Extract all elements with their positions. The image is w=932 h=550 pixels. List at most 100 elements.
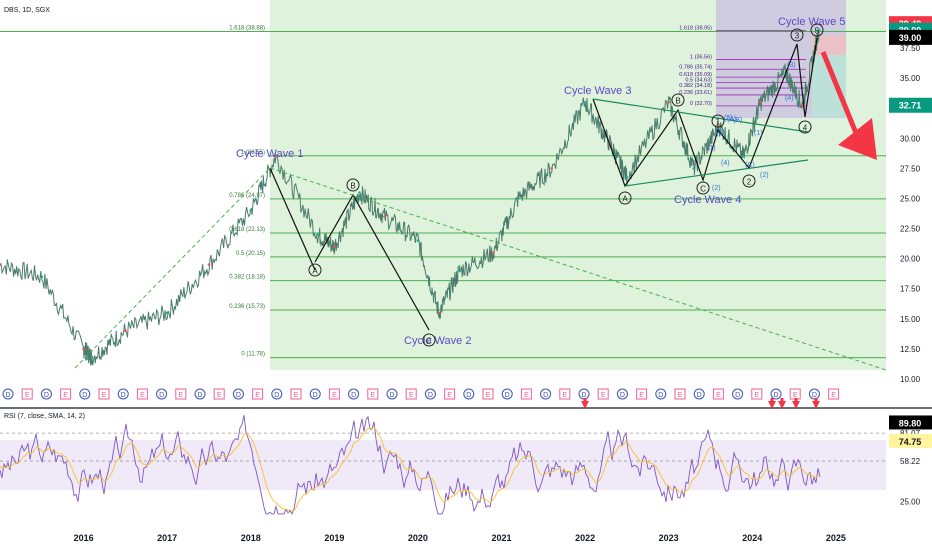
rsi-tick: 25.00: [900, 498, 921, 507]
event-marker[interactable]: E: [597, 388, 609, 400]
event-marker[interactable]: D: [79, 388, 91, 400]
event-marker-text: D: [773, 392, 778, 399]
event-marker-shape: [60, 388, 72, 400]
event-marker[interactable]: E: [520, 388, 532, 400]
event-marker-text: E: [217, 392, 222, 399]
event-marker-shape: [482, 388, 494, 400]
minor-wave-label: (C): [745, 162, 755, 169]
rsi-signal-arrow-stem: [814, 398, 818, 402]
event-marker-text: D: [121, 392, 126, 399]
projection-arrow: [820, 51, 877, 160]
inner-fib-label: 1 (36.56): [690, 54, 712, 60]
event-marker[interactable]: E: [444, 388, 456, 400]
event-marker[interactable]: D: [424, 388, 436, 400]
circle-b-1: B: [346, 178, 360, 192]
event-marker-shape: [328, 388, 340, 400]
circle-5: 5: [810, 23, 824, 37]
price-point: [759, 100, 762, 104]
event-marker-text: E: [754, 392, 759, 399]
event-marker[interactable]: D: [655, 388, 667, 400]
rsi-tick: 81.07: [900, 429, 921, 438]
event-marker[interactable]: E: [328, 388, 340, 400]
event-marker[interactable]: E: [751, 388, 763, 400]
rsi-sma-line: [0, 426, 821, 512]
event-marker[interactable]: E: [60, 388, 72, 400]
event-marker-text: D: [812, 392, 817, 399]
circle-2: 2: [742, 174, 756, 188]
event-marker[interactable]: E: [712, 388, 724, 400]
price-point: [550, 167, 553, 170]
event-marker[interactable]: E: [290, 388, 302, 400]
event-marker[interactable]: D: [2, 388, 14, 400]
event-marker[interactable]: E: [213, 388, 225, 400]
event-marker[interactable]: D: [348, 388, 360, 400]
event-marker-text: D: [389, 392, 394, 399]
event-marker[interactable]: D: [616, 388, 628, 400]
event-marker-shape: [194, 388, 206, 400]
event-marker-text: D: [543, 392, 548, 399]
svg-text:C: C: [426, 337, 432, 346]
event-marker[interactable]: D: [40, 388, 52, 400]
event-marker[interactable]: D: [693, 388, 705, 400]
wave-lines: [74, 37, 887, 371]
time-axis-bg: [0, 526, 932, 550]
event-marker[interactable]: D: [578, 388, 590, 400]
minor-wave-label: (3): [716, 129, 725, 136]
minor-wave-label: (4): [785, 95, 794, 102]
event-marker[interactable]: D: [732, 388, 744, 400]
event-marker[interactable]: D: [386, 388, 398, 400]
event-marker[interactable]: E: [674, 388, 686, 400]
svg-text:4: 4: [803, 124, 808, 133]
price-tick: 25.00: [900, 195, 921, 204]
fib-label: 1.618 (38.88): [229, 26, 265, 32]
event-marker[interactable]: D: [232, 388, 244, 400]
event-marker[interactable]: D: [194, 388, 206, 400]
time-tick: 2018: [241, 533, 261, 543]
event-marker-shape: [290, 388, 302, 400]
event-marker[interactable]: E: [828, 388, 840, 400]
event-marker[interactable]: E: [367, 388, 379, 400]
event-marker[interactable]: D: [770, 388, 782, 400]
event-marker-shape: [136, 388, 148, 400]
event-marker[interactable]: E: [559, 388, 571, 400]
event-marker[interactable]: E: [482, 388, 494, 400]
event-marker[interactable]: D: [309, 388, 321, 400]
event-marker[interactable]: D: [117, 388, 129, 400]
target-box-red: [812, 35, 846, 55]
event-marker-text: E: [178, 392, 183, 399]
wave-1-dashed: [74, 167, 271, 369]
event-marker[interactable]: E: [175, 388, 187, 400]
event-marker-shape: [808, 388, 820, 400]
event-marker-text: D: [159, 392, 164, 399]
rsi-legend: RSI (7, close, SMA, 14, 2): [4, 413, 85, 420]
event-marker[interactable]: E: [136, 388, 148, 400]
event-marker-text: D: [658, 392, 663, 399]
event-marker-text: D: [197, 392, 202, 399]
fib-label: 0.786 (24.97): [229, 193, 265, 199]
event-marker[interactable]: E: [21, 388, 33, 400]
event-marker[interactable]: E: [405, 388, 417, 400]
svg-text:5: 5: [815, 27, 820, 36]
event-marker[interactable]: E: [98, 388, 110, 400]
channel-bottom: [624, 159, 809, 187]
cycle-wave-5-label: Cycle Wave 5: [778, 16, 845, 28]
event-marker-shape: [597, 388, 609, 400]
event-marker[interactable]: D: [271, 388, 283, 400]
event-marker-shape: [501, 388, 513, 400]
event-marker[interactable]: D: [501, 388, 513, 400]
event-marker[interactable]: E: [789, 388, 801, 400]
event-marker[interactable]: D: [540, 388, 552, 400]
event-marker[interactable]: D: [808, 388, 820, 400]
rsi-badge-bg: [889, 415, 932, 430]
event-marker[interactable]: E: [636, 388, 648, 400]
inner-fib-label: 1.618 (38.95): [679, 26, 712, 32]
price-badge-text: 32.71: [899, 101, 922, 111]
event-marker[interactable]: E: [252, 388, 264, 400]
event-marker-shape: [444, 388, 456, 400]
price-point: [583, 100, 587, 104]
event-marker-text: D: [697, 392, 702, 399]
event-marker[interactable]: D: [156, 388, 168, 400]
event-marker[interactable]: D: [463, 388, 475, 400]
